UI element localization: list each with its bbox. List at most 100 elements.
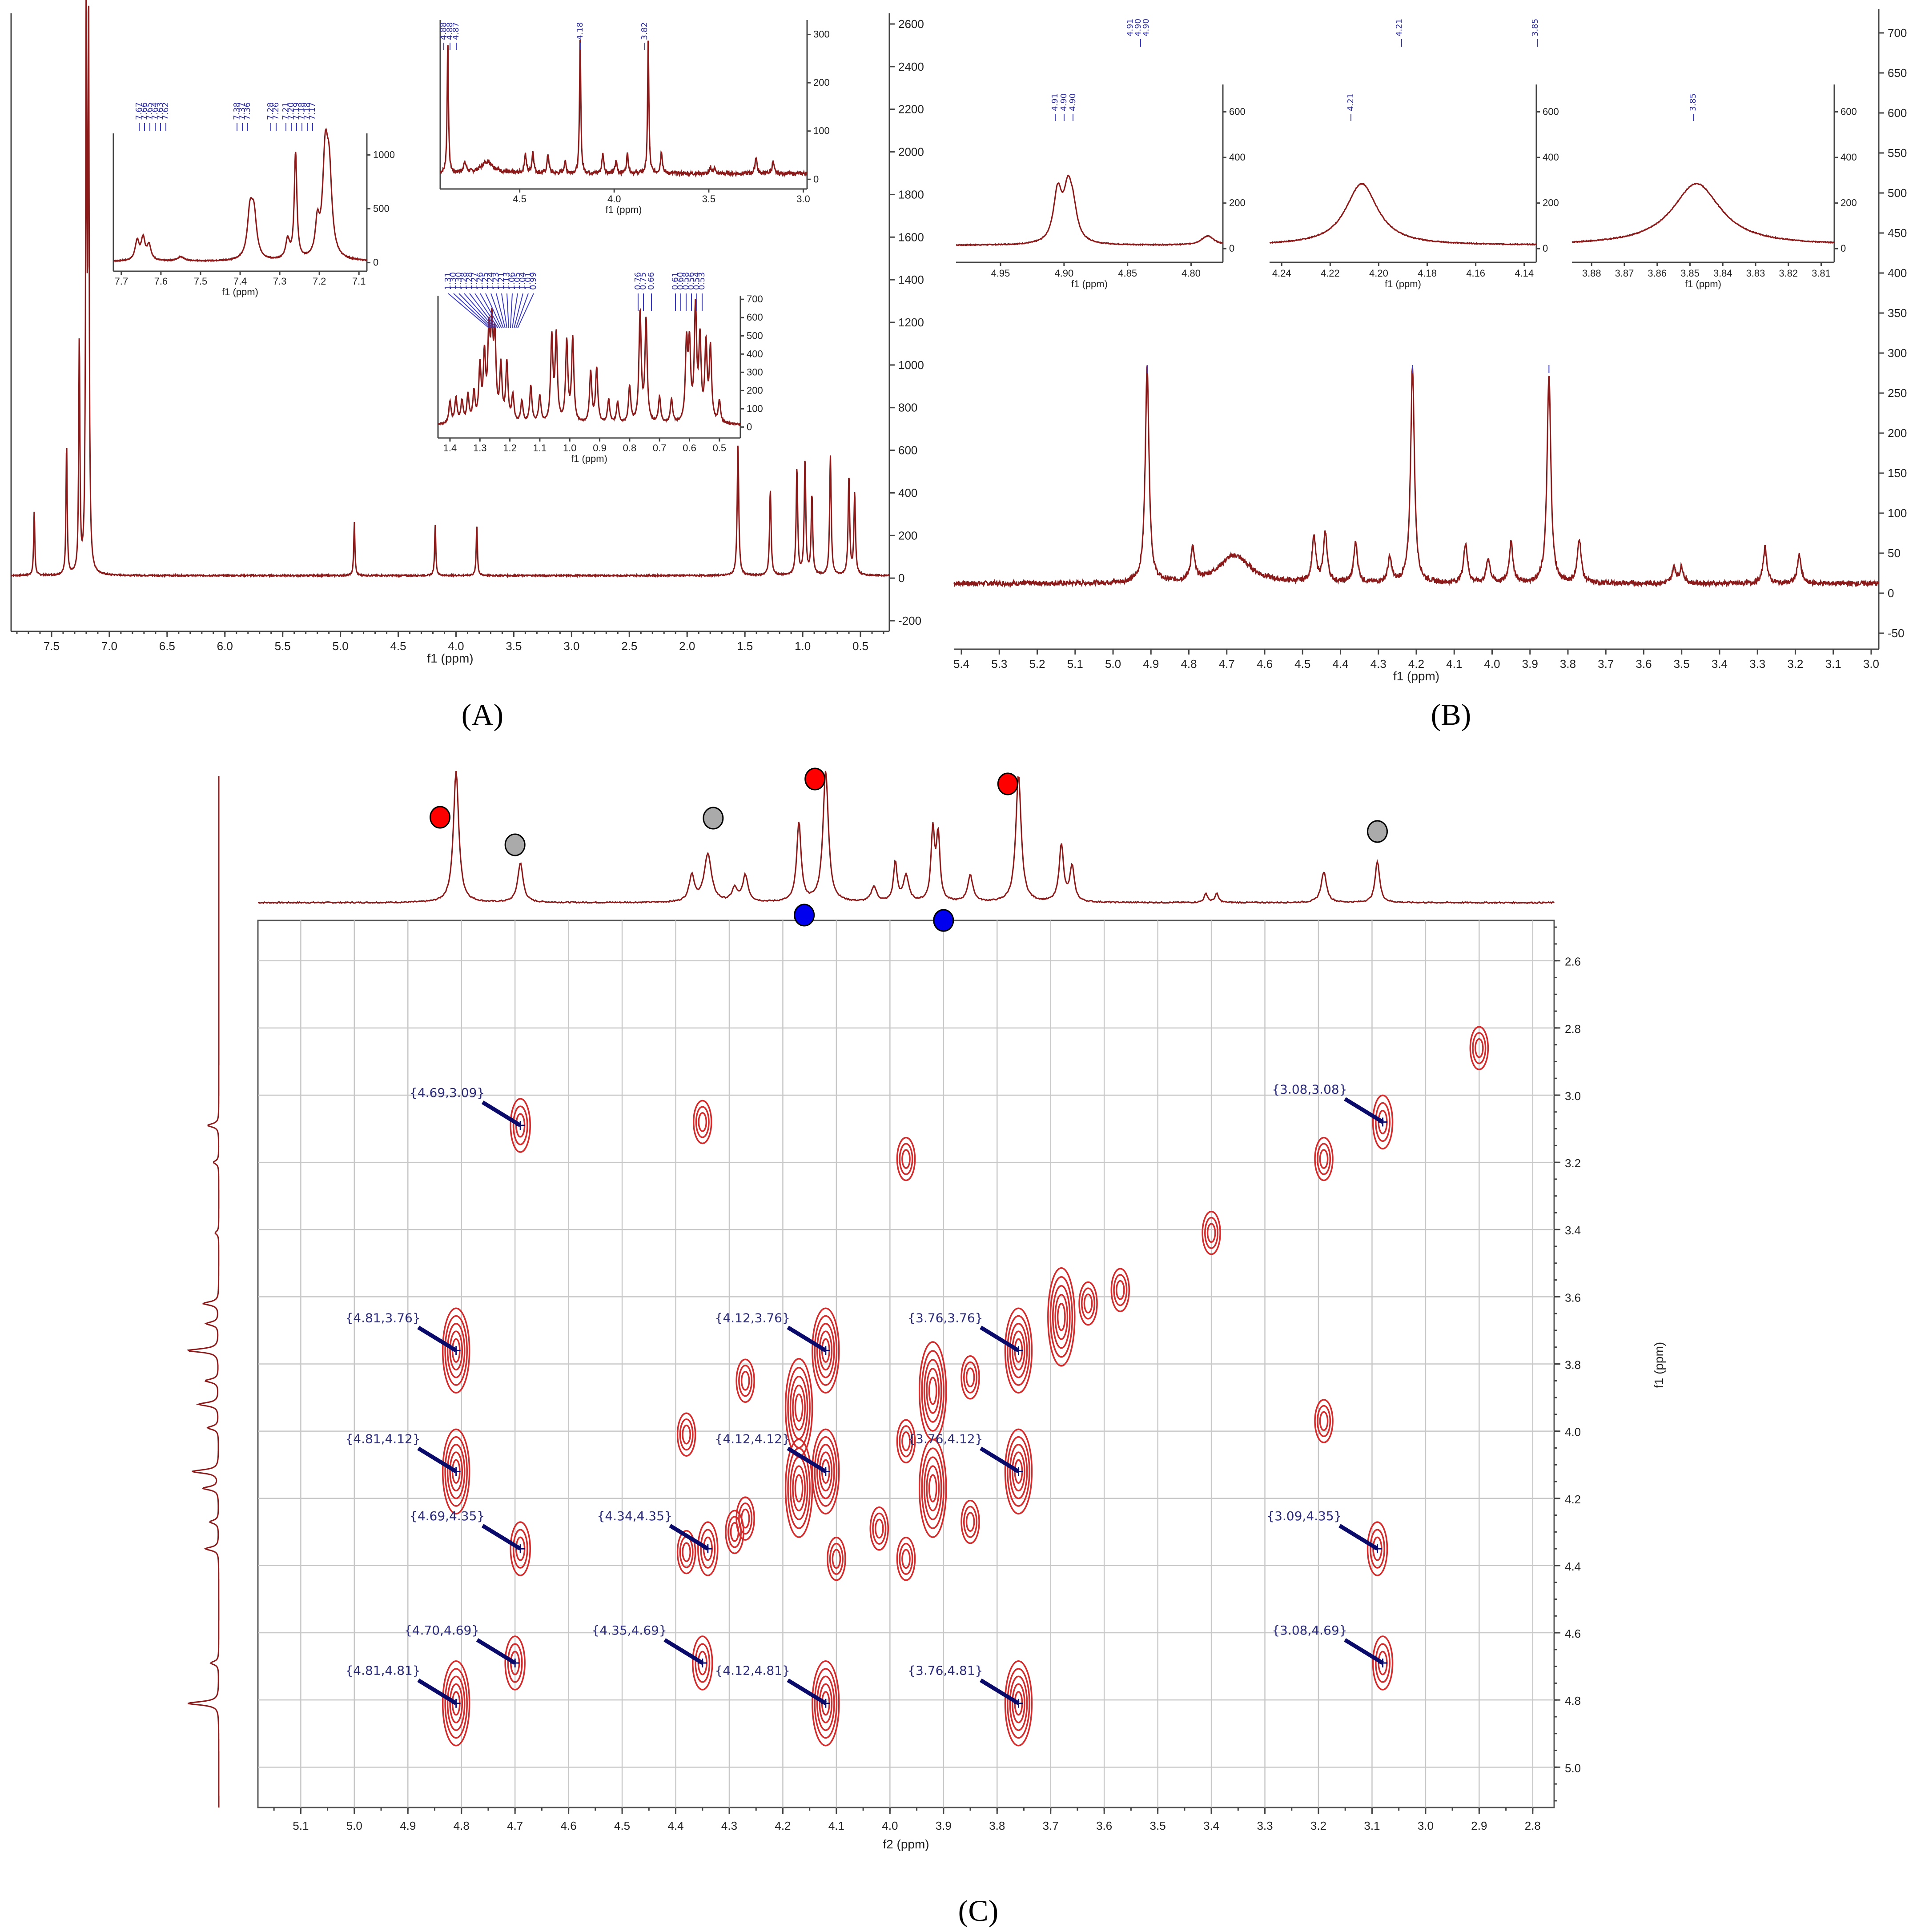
other-contour [738, 1365, 753, 1397]
inset-x-tick-label: 7.2 [313, 276, 326, 287]
inset-x-tick-label: 7.3 [273, 276, 287, 287]
inset-trace [439, 40, 808, 178]
x-tick-label: 3.1 [1825, 657, 1841, 671]
inset-x-tick-label: 3.88 [1582, 268, 1601, 279]
crosspeak-arrow [481, 1524, 522, 1550]
peak-label: 4.21 [1346, 93, 1355, 111]
x-tick-label: 5.2 [1029, 657, 1045, 671]
inset-x-title: f1 (ppm) [571, 453, 607, 464]
crosspeak-contour [814, 1436, 838, 1507]
inset-x-tick-label: 4.20 [1369, 268, 1388, 279]
y-tick-label: 3.4 [1565, 1224, 1581, 1237]
x-tick-label: 6.5 [159, 639, 175, 653]
x-tick-label: 2.0 [679, 639, 695, 653]
crosspeak-contour [504, 1635, 526, 1691]
other-contour [832, 1549, 841, 1569]
inset-x-tick-label: 1.3 [473, 442, 487, 454]
other-contour [963, 1506, 978, 1538]
x-tick-label: 3.2 [1787, 657, 1803, 671]
x-tick-label: 4.0 [882, 1819, 898, 1832]
other-contour [899, 1425, 913, 1458]
x-tick-label: 3.9 [1522, 657, 1538, 671]
other-contour [1049, 1276, 1073, 1358]
peak-label: 0.54 [692, 272, 701, 290]
y-tick-label: 4.0 [1565, 1426, 1581, 1439]
top-peak-label: 4.21 [1395, 19, 1404, 36]
y-tick-label: 5.0 [1565, 1761, 1581, 1775]
y-tick-label: -200 [898, 614, 921, 627]
inset-y-tick-label: 400 [1229, 152, 1246, 163]
crosspeak-contour [442, 1307, 470, 1394]
crosspeak-contour [449, 1451, 463, 1492]
peak-label: 0.61 [671, 272, 680, 290]
top-peak-label: 3.85 [1531, 19, 1540, 36]
inset-x-tick-label: 4.14 [1515, 268, 1534, 279]
peak-label: 1.26 [475, 272, 485, 290]
inset-y-tick-label: 0 [373, 257, 378, 268]
x-tick-label: 0.5 [852, 639, 868, 653]
inset-x-title: f1 (ppm) [222, 286, 258, 297]
other-contour [926, 1368, 940, 1414]
crosspeak-label: {4.70,4.69} [404, 1623, 479, 1638]
peak-label: 7.18 [302, 102, 312, 120]
inset-y-tick-label: 200 [1543, 197, 1559, 209]
inset-x-tick-label: 7.6 [154, 276, 168, 287]
other-contour [1204, 1217, 1219, 1249]
other-contour [1047, 1267, 1076, 1367]
y-tick-label: 50 [1888, 546, 1901, 560]
x-tick-label: 2.9 [1471, 1819, 1487, 1832]
crosspeak-contour [816, 1444, 835, 1499]
peak-label: 7.64 [150, 102, 160, 120]
inset-x-title: f1 (ppm) [1385, 278, 1421, 289]
peak-label: 3.82 [640, 22, 649, 40]
other-contour [1472, 1032, 1487, 1064]
inset-y-tick-label: 500 [373, 203, 390, 214]
crosspeak-contour [819, 1683, 833, 1723]
peak-label-stick [501, 293, 507, 329]
peak-label-stick [490, 293, 504, 329]
inset-x-tick-label: 1.1 [533, 442, 547, 454]
inset-y-tick-label: 600 [1841, 106, 1857, 117]
peak-label: 7.38 [232, 102, 241, 120]
top-peak-label: 4.90 [1133, 19, 1143, 36]
other-contour [1115, 1280, 1125, 1300]
crosspeak-arrow [787, 1678, 827, 1705]
peak-label: 0.99 [529, 272, 538, 290]
inset-x-tick-label: 4.0 [607, 193, 621, 205]
inset-y-tick-label: 500 [747, 330, 763, 341]
y-tick-label: 300 [1888, 346, 1907, 360]
crosspeak-contour [1007, 1668, 1030, 1739]
other-contour [874, 1518, 884, 1539]
y-tick-label: 100 [1888, 506, 1907, 520]
other-contour [928, 1474, 937, 1502]
other-contour [901, 1149, 911, 1169]
inset-aliphatic: 1.4 1.3 1.2 1.1 1.0 0.9 0.8 0.7 0.6 0.5 f1 (ppm) 0 1… [437, 272, 763, 464]
other-contour [1469, 1026, 1489, 1070]
crosspeak-arrow [980, 1678, 1020, 1705]
crosspeak-arrow [417, 1446, 458, 1474]
other-contour [1083, 1293, 1093, 1313]
y-tick-label: 150 [1888, 466, 1907, 480]
y-tick-label: 2200 [898, 103, 924, 116]
peak-label: 7.17 [308, 102, 317, 120]
crosspeak-contour [1007, 1315, 1030, 1386]
peak-label-stick [510, 293, 513, 329]
x-tick-label: 5.1 [293, 1819, 309, 1832]
peak-label: 1.27 [470, 272, 479, 290]
inset-y-tick-label: 200 [813, 77, 830, 88]
crosspeak-label: {3.08,3.08} [1272, 1082, 1347, 1097]
crosspeak-contour [442, 1660, 470, 1747]
other-contour [735, 1496, 755, 1541]
y-tick-label: 2400 [898, 60, 924, 73]
red-marker [804, 767, 826, 791]
inset-trace [438, 299, 741, 427]
crosspeak-contour [816, 1323, 835, 1378]
peak-label: 0.76 [633, 272, 643, 290]
inset-aromatic: 7.7 7.6 7.5 7.4 7.3 7.2 7.1 f1 (ppm) 0 500 1000 7.6… [113, 102, 395, 297]
other-contour [682, 1542, 691, 1562]
x-tick-label: 4.2 [775, 1819, 791, 1832]
inset-x-tick-label: 0.6 [683, 442, 696, 454]
inset-x-tick-label: 4.80 [1182, 268, 1201, 279]
x-tick-label: 2.8 [1525, 1819, 1541, 1832]
crosspeak-contour [695, 1643, 711, 1683]
